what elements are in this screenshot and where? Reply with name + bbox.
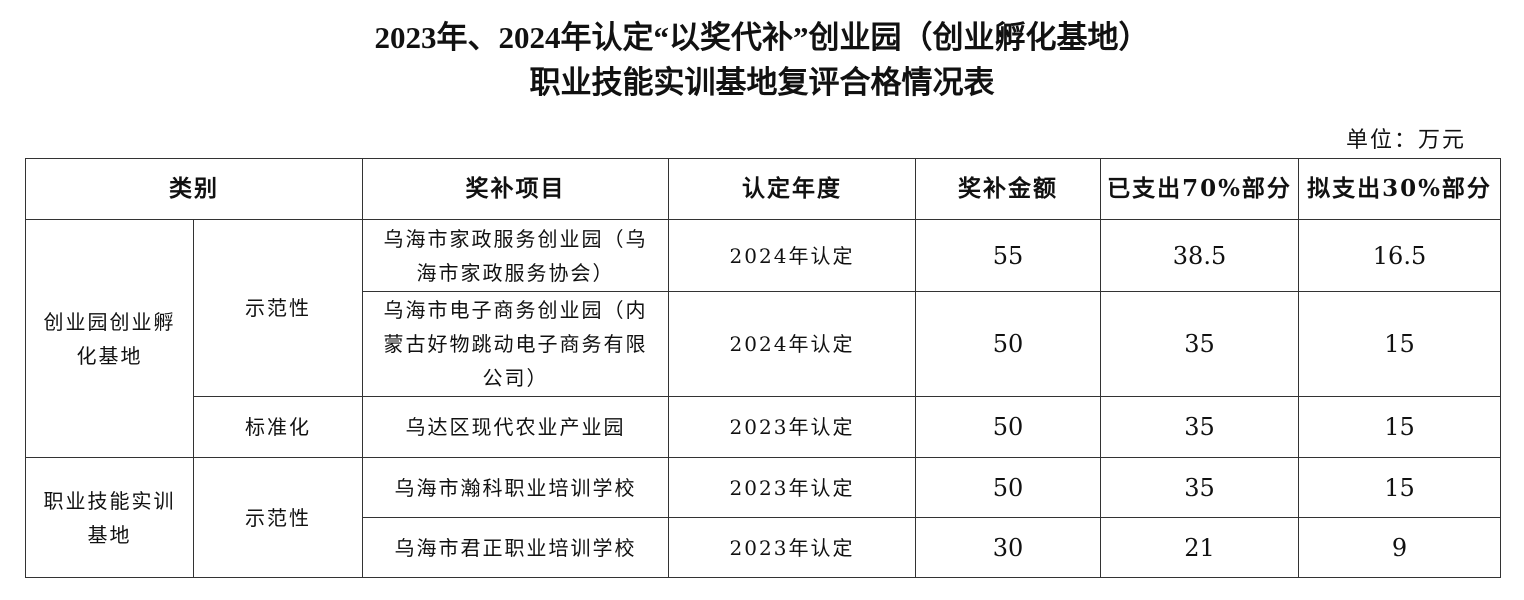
planned-cell: 15	[1298, 396, 1501, 458]
paid-cell: 35	[1100, 457, 1299, 518]
project-cell: 乌海市瀚科职业培训学校	[362, 457, 669, 518]
amount-cell: 30	[915, 517, 1101, 578]
evaluation-table: 类别 奖补项目 认定年度 奖补金额 已支出70%部分 拟支出30%部分 创业园创…	[25, 158, 1501, 578]
title-line-2: 职业技能实训基地复评合格情况表	[529, 65, 995, 100]
amount-cell: 50	[915, 457, 1101, 518]
header-year: 认定年度	[668, 158, 916, 220]
planned-cell: 15	[1298, 457, 1501, 518]
header-row: 类别 奖补项目 认定年度 奖补金额 已支出70%部分 拟支出30%部分	[25, 158, 1501, 220]
table-row: 标准化 乌达区现代农业产业园 2023年认定 50 35 15	[26, 396, 1501, 458]
header-planned: 拟支出30%部分	[1298, 158, 1501, 220]
table-row: 乌海市君正职业培训学校 2023年认定 30 21 9	[26, 517, 1501, 578]
paid-cell: 38.5	[1100, 219, 1299, 292]
paid-cell: 35	[1100, 396, 1299, 458]
title-line-1: 2023年、2024年认定“以奖代补”创业园（创业孵化基地）	[374, 20, 1150, 55]
unit-label: 单位：万元	[1345, 128, 1466, 153]
planned-cell: 15	[1298, 291, 1501, 397]
amount-cell: 55	[915, 219, 1101, 292]
header-amount: 奖补金额	[915, 158, 1101, 220]
header-category: 类别	[25, 158, 363, 220]
type-cell: 标准化	[193, 396, 363, 458]
year-cell: 2023年认定	[668, 517, 916, 578]
year-cell: 2023年认定	[668, 457, 916, 518]
type-cell: 示范性	[193, 457, 363, 578]
year-cell: 2023年认定	[668, 396, 916, 458]
table-row: 创业园创业孵化基地 示范性 乌海市家政服务创业园（乌海市家政服务协会） 2024…	[25, 219, 1501, 458]
planned-cell: 9	[1298, 517, 1501, 578]
project-cell: 乌海市家政服务创业园（乌海市家政服务协会）	[362, 219, 669, 292]
header-project: 奖补项目	[362, 158, 669, 220]
project-cell: 乌海市君正职业培训学校	[362, 517, 669, 578]
amount-cell: 50	[915, 291, 1101, 397]
project-cell: 乌海市电子商务创业园（内蒙古好物跳动电子商务有限公司）	[362, 291, 669, 397]
table-row: 乌海市电子商务创业园（内蒙古好物跳动电子商务有限公司） 2024年认定 50 3…	[26, 291, 1501, 397]
type-cell: 示范性	[193, 219, 363, 397]
year-cell: 2024年认定	[668, 291, 916, 397]
paid-cell: 35	[1100, 291, 1299, 397]
amount-cell: 50	[915, 396, 1101, 458]
category-cell: 职业技能实训基地	[25, 457, 194, 578]
planned-cell: 16.5	[1298, 219, 1501, 292]
header-paid: 已支出70%部分	[1100, 158, 1299, 220]
category-cell: 创业园创业孵化基地	[25, 219, 194, 458]
paid-cell: 21	[1100, 517, 1299, 578]
table-row: 职业技能实训基地 示范性 乌海市瀚科职业培训学校 2023年认定 50 35 1…	[25, 457, 1501, 578]
year-cell: 2024年认定	[668, 219, 916, 292]
project-cell: 乌达区现代农业产业园	[362, 396, 669, 458]
